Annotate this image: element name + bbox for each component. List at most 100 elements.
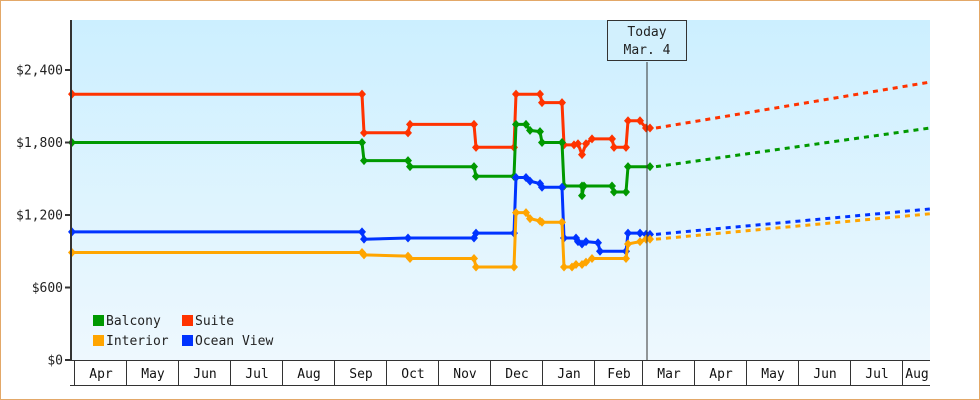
month-label: Jun [813, 367, 836, 382]
data-point-marker[interactable] [360, 250, 368, 260]
data-point-marker[interactable] [522, 119, 530, 129]
data-point-marker[interactable] [538, 182, 546, 192]
legend-item-suite[interactable]: Suite [182, 314, 234, 329]
data-point-marker[interactable] [526, 125, 534, 135]
data-point-marker[interactable] [512, 208, 520, 218]
data-point-marker[interactable] [624, 162, 632, 172]
data-point-marker[interactable] [526, 214, 534, 224]
month-label: Mar [657, 367, 681, 382]
month-label: Aug [905, 367, 928, 382]
data-point-marker[interactable] [622, 187, 630, 197]
data-point-marker[interactable] [594, 238, 602, 248]
series-ocean-view [68, 173, 931, 256]
data-point-marker[interactable] [582, 139, 590, 149]
month-label: Dec [505, 367, 528, 382]
data-point-marker[interactable] [512, 119, 520, 129]
legend-swatch-icon [93, 315, 104, 326]
legend-swatch-icon [93, 335, 104, 346]
data-point-marker[interactable] [472, 262, 480, 272]
data-point-marker[interactable] [404, 128, 412, 138]
data-point-marker[interactable] [558, 182, 566, 192]
y-axis-ticks: $0 $600 $1,200 $1,800 $2,400 [16, 64, 71, 369]
data-point-marker[interactable] [596, 246, 604, 256]
legend: Balcony Suite Interior Ocean View [93, 314, 273, 349]
data-point-marker[interactable] [536, 127, 544, 137]
data-point-marker[interactable] [358, 227, 366, 237]
data-point-marker[interactable] [360, 128, 368, 138]
data-point-marker[interactable] [358, 138, 366, 147]
data-point-marker[interactable] [636, 228, 644, 238]
data-point-marker[interactable] [470, 119, 478, 129]
data-point-marker[interactable] [624, 116, 632, 126]
data-point-marker[interactable] [610, 142, 618, 152]
data-point-marker[interactable] [472, 171, 480, 181]
data-point-marker[interactable] [588, 134, 596, 144]
data-point-marker[interactable] [470, 162, 478, 172]
data-point-marker[interactable] [646, 229, 654, 239]
month-label: Apr [89, 367, 113, 382]
data-point-marker[interactable] [636, 237, 644, 247]
data-point-marker[interactable] [560, 262, 568, 272]
month-label: Jun [193, 367, 216, 382]
data-point-marker[interactable] [538, 217, 546, 227]
data-point-marker[interactable] [538, 138, 546, 147]
y-tick-label: $600 [32, 281, 63, 296]
data-point-marker[interactable] [582, 237, 590, 247]
data-point-marker[interactable] [646, 234, 654, 244]
data-point-marker[interactable] [582, 257, 590, 267]
month-label: May [761, 367, 785, 382]
legend-item-interior[interactable]: Interior [93, 334, 169, 349]
legend-label: Interior [106, 334, 169, 349]
data-point-marker[interactable] [522, 208, 530, 218]
data-point-marker[interactable] [580, 181, 588, 191]
data-point-marker[interactable] [622, 142, 630, 152]
forecast-line [655, 126, 931, 169]
data-point-marker[interactable] [536, 89, 544, 99]
data-point-marker[interactable] [358, 247, 366, 257]
y-tick-label: $1,200 [16, 209, 63, 224]
legend-item-ocean-view[interactable]: Ocean View [182, 334, 273, 349]
data-point-marker[interactable] [646, 123, 654, 133]
data-point-marker[interactable] [360, 234, 368, 244]
data-point-marker[interactable] [526, 176, 534, 186]
data-point-marker[interactable] [406, 119, 414, 129]
legend-label: Suite [195, 314, 234, 329]
data-point-marker[interactable] [572, 260, 580, 270]
month-label: May [141, 367, 165, 382]
data-point-marker[interactable] [510, 262, 518, 272]
data-point-marker[interactable] [404, 233, 412, 243]
data-point-marker[interactable] [588, 254, 596, 263]
legend-swatch-icon [182, 315, 193, 326]
data-point-marker[interactable] [578, 191, 586, 201]
data-point-marker[interactable] [358, 89, 366, 99]
data-point-marker[interactable] [470, 254, 478, 263]
data-point-marker[interactable] [558, 217, 566, 227]
data-point-marker[interactable] [624, 228, 632, 238]
data-point-marker[interactable] [610, 187, 618, 197]
month-label: Aug [297, 367, 320, 382]
month-label: Oct [401, 367, 424, 382]
data-point-marker[interactable] [472, 228, 480, 238]
series-line [72, 176, 650, 253]
data-point-marker[interactable] [622, 254, 630, 263]
month-label: Nov [453, 367, 477, 382]
data-point-marker[interactable] [512, 89, 520, 99]
data-point-marker[interactable] [558, 98, 566, 108]
data-point-marker[interactable] [558, 138, 566, 147]
data-point-marker[interactable] [636, 116, 644, 126]
data-point-marker[interactable] [574, 139, 582, 149]
data-point-marker[interactable] [360, 156, 368, 166]
data-point-marker[interactable] [406, 254, 414, 263]
x-axis-months: Apr May Jun Jul Aug Sep Oct Nov Dec Jan Feb Mar Apr M… [74, 361, 929, 385]
data-point-marker[interactable] [512, 173, 520, 183]
data-point-marker[interactable] [578, 150, 586, 160]
data-point-marker[interactable] [608, 134, 616, 144]
legend-item-balcony[interactable]: Balcony [93, 314, 161, 329]
data-point-marker[interactable] [538, 98, 546, 108]
data-point-marker[interactable] [406, 162, 414, 172]
series-layer [68, 80, 931, 272]
data-point-marker[interactable] [646, 162, 654, 172]
data-point-marker[interactable] [624, 239, 632, 249]
data-point-marker[interactable] [472, 142, 480, 152]
